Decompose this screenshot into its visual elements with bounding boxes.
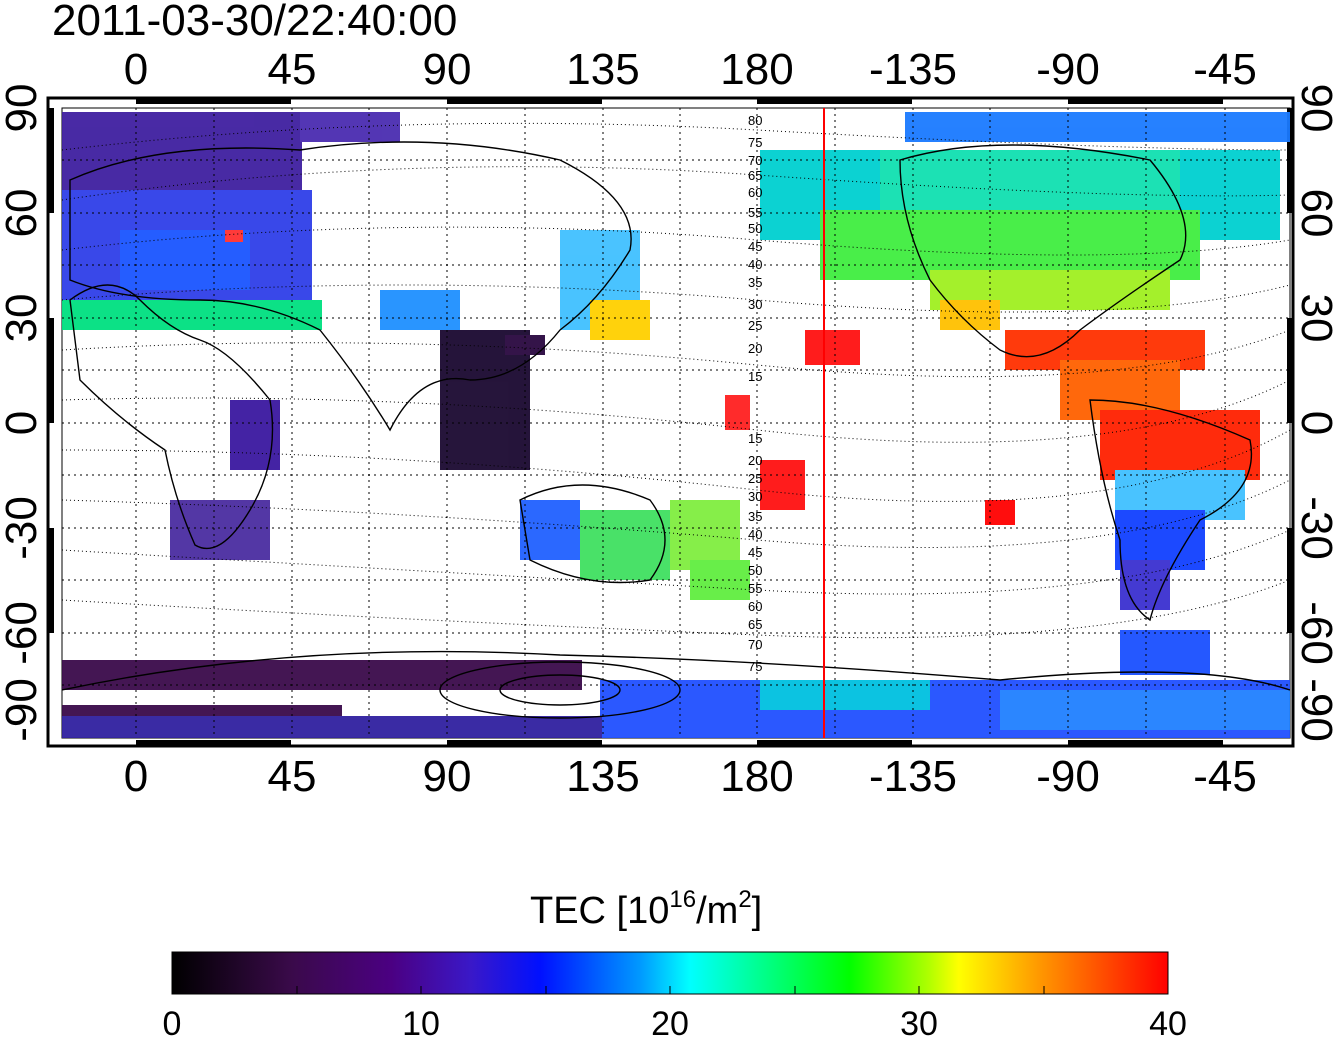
top-lon-tick-135: 135 <box>566 45 640 94</box>
contour-label: 35 <box>748 275 763 290</box>
colorbar <box>171 951 1169 995</box>
colorbar-tick-label: 20 <box>651 1005 689 1043</box>
contour-label: 25 <box>748 318 763 333</box>
colorbar-ticks <box>171 986 1169 994</box>
map-graticule <box>62 108 1290 738</box>
bottom-lon-tick-0: 0 <box>123 752 149 801</box>
contour-label: 30 <box>748 489 763 504</box>
contour-label: 30 <box>748 297 763 312</box>
contour-label: 35 <box>748 509 763 524</box>
bottom-lon-tick-minus135: -135 <box>868 752 958 801</box>
colorbar-tick-label: 40 <box>1149 1005 1187 1043</box>
contour-label: 70 <box>748 637 763 652</box>
bottom-lon-tick-135: 135 <box>566 752 640 801</box>
contour-label: 15 <box>748 431 763 446</box>
colorbar-title-exponent2: 2 <box>738 886 752 913</box>
colorbar-title-prefix: TEC [10 <box>530 890 670 932</box>
tec-data-layer <box>62 112 1290 738</box>
top-lon-tick-minus135: -135 <box>868 45 958 94</box>
colorbar-title-suffix: ] <box>751 890 763 932</box>
colorbar-tick-label: 30 <box>900 1005 938 1043</box>
contour-label: 65 <box>748 617 763 632</box>
contour-label: 65 <box>748 168 763 183</box>
top-lon-tick-minus90: -90 <box>1036 45 1100 94</box>
contour-label: 75 <box>748 659 763 674</box>
contour-label: 80 <box>748 113 763 128</box>
contour-label: 60 <box>748 185 763 200</box>
colorbar-tick-label: 10 <box>402 1005 440 1043</box>
top-lon-tick-90: 90 <box>422 45 472 94</box>
contour-label: 45 <box>748 545 763 560</box>
contour-label: 40 <box>748 257 763 272</box>
bottom-lon-tick-minus90: -90 <box>1036 752 1100 801</box>
contour-label: 20 <box>748 341 763 356</box>
top-lon-tick-45: 45 <box>267 45 317 94</box>
top-lon-tick-minus45: -45 <box>1193 45 1257 94</box>
contour-label: 20 <box>748 453 763 468</box>
contour-label: 15 <box>748 369 763 384</box>
colorbar-title-unit: /m <box>696 890 739 932</box>
contour-label: 50 <box>748 563 763 578</box>
bottom-lon-tick-180: 180 <box>720 752 794 801</box>
map-timestamp-title: 2011-03-30/22:40:00 <box>52 0 458 45</box>
magnetic-latitude-contours <box>62 122 1290 639</box>
bottom-lon-tick-minus45: -45 <box>1193 752 1257 801</box>
contour-label: 60 <box>748 599 763 614</box>
contour-label: 50 <box>748 221 763 236</box>
coastlines <box>62 141 1290 719</box>
contour-label: 55 <box>748 205 763 220</box>
bottom-lon-tick-90: 90 <box>422 752 472 801</box>
contour-label: 45 <box>748 239 763 254</box>
contour-label: 75 <box>748 135 763 150</box>
top-lon-tick-180: 180 <box>720 45 794 94</box>
contour-label: 55 <box>748 581 763 596</box>
contour-label: 70 <box>748 153 763 168</box>
bottom-lon-tick-45: 45 <box>267 752 317 801</box>
contour-label: 25 <box>748 471 763 486</box>
colorbar-tick-label: 0 <box>162 1005 182 1043</box>
contour-label: 40 <box>748 527 763 542</box>
colorbar-title-exponent: 16 <box>669 886 697 913</box>
colorbar-title: TEC [1016/m2] <box>530 886 763 933</box>
top-lon-tick-0: 0 <box>123 45 149 94</box>
